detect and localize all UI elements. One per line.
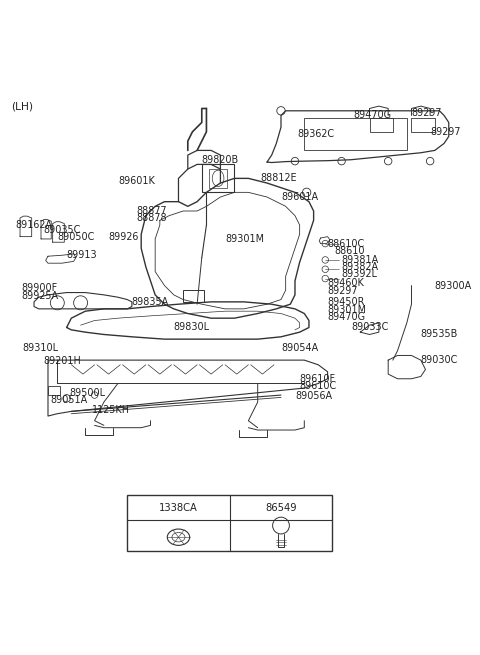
Bar bbox=[209, 169, 228, 188]
Text: 89301M: 89301M bbox=[327, 305, 367, 315]
Text: 89601A: 89601A bbox=[281, 192, 318, 202]
Text: 89925A: 89925A bbox=[21, 291, 58, 301]
Text: 89362C: 89362C bbox=[297, 129, 335, 139]
Text: 89297: 89297 bbox=[327, 286, 358, 296]
Circle shape bbox=[322, 266, 328, 272]
Circle shape bbox=[426, 157, 434, 165]
Text: 89035C: 89035C bbox=[43, 225, 81, 234]
Text: 89030C: 89030C bbox=[421, 355, 458, 365]
Text: 86549: 86549 bbox=[265, 502, 297, 513]
Text: 89450R: 89450R bbox=[327, 297, 365, 307]
Text: 89610F: 89610F bbox=[300, 374, 336, 384]
Text: 89500L: 89500L bbox=[69, 388, 105, 398]
Text: 89056A: 89056A bbox=[295, 392, 332, 402]
Bar bbox=[370, 118, 393, 132]
Text: 88610C: 88610C bbox=[327, 238, 365, 249]
Text: 89470G: 89470G bbox=[353, 111, 391, 121]
Text: 89460K: 89460K bbox=[327, 278, 364, 288]
Text: 89162A: 89162A bbox=[15, 220, 52, 230]
Text: 1338CA: 1338CA bbox=[159, 502, 198, 513]
Text: 89301M: 89301M bbox=[225, 234, 264, 244]
Text: 89297: 89297 bbox=[411, 108, 442, 118]
Text: 89392L: 89392L bbox=[342, 269, 377, 279]
Text: 89601K: 89601K bbox=[118, 176, 155, 186]
Circle shape bbox=[338, 157, 345, 165]
Text: 89900F: 89900F bbox=[21, 283, 57, 293]
Text: 89054A: 89054A bbox=[281, 343, 318, 354]
Text: 1125KH: 1125KH bbox=[92, 405, 130, 415]
Circle shape bbox=[73, 296, 88, 310]
Circle shape bbox=[291, 157, 299, 165]
Text: 89535B: 89535B bbox=[421, 329, 458, 339]
Circle shape bbox=[322, 257, 328, 263]
Circle shape bbox=[63, 394, 71, 402]
Circle shape bbox=[273, 517, 289, 534]
Text: 89610C: 89610C bbox=[300, 381, 337, 391]
Bar bbox=[127, 495, 332, 552]
Text: 89835A: 89835A bbox=[132, 297, 169, 307]
Text: 88877: 88877 bbox=[136, 206, 167, 216]
Text: 89381A: 89381A bbox=[342, 255, 379, 265]
Text: 89201H: 89201H bbox=[43, 356, 81, 366]
Text: 88610: 88610 bbox=[335, 246, 365, 255]
Bar bbox=[183, 290, 204, 302]
Text: 89297: 89297 bbox=[430, 127, 461, 137]
Circle shape bbox=[322, 240, 328, 247]
Text: 89300A: 89300A bbox=[435, 280, 472, 291]
Circle shape bbox=[50, 296, 64, 310]
Bar bbox=[202, 164, 234, 193]
Bar bbox=[411, 118, 435, 132]
Text: 89051A: 89051A bbox=[50, 395, 87, 405]
Text: 89926: 89926 bbox=[108, 232, 139, 242]
Circle shape bbox=[91, 392, 98, 398]
Text: 88878: 88878 bbox=[136, 213, 167, 223]
Circle shape bbox=[322, 275, 328, 282]
Text: 89470G: 89470G bbox=[327, 312, 366, 322]
Circle shape bbox=[302, 188, 311, 196]
Text: 89913: 89913 bbox=[67, 250, 97, 260]
Text: (LH): (LH) bbox=[11, 101, 33, 111]
Text: 89382A: 89382A bbox=[342, 262, 379, 272]
Bar bbox=[48, 386, 60, 395]
Circle shape bbox=[277, 107, 285, 115]
Text: 89050C: 89050C bbox=[57, 232, 95, 242]
Text: 89033C: 89033C bbox=[351, 322, 388, 333]
Circle shape bbox=[384, 157, 392, 165]
Text: 89820B: 89820B bbox=[202, 155, 239, 165]
Text: 89830L: 89830L bbox=[174, 322, 210, 333]
Text: 89310L: 89310L bbox=[23, 343, 59, 354]
Text: 88812E: 88812E bbox=[260, 174, 297, 183]
Bar bbox=[304, 118, 407, 151]
